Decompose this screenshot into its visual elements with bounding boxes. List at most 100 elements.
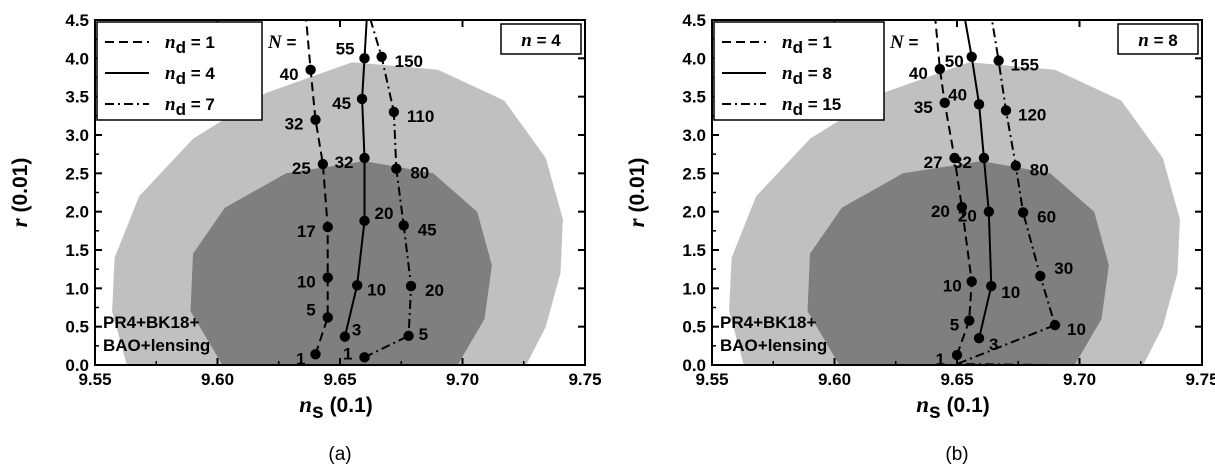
x-tick-label: 9.60 [818,370,851,389]
contour-1sigma [807,161,1109,365]
data-point [356,93,368,105]
contour-1sigma [190,161,492,365]
y-tick-label: 4.0 [682,49,706,68]
N-label: N = [267,32,296,53]
param-label: n = 4 [521,30,561,51]
data-point [322,312,333,323]
data-point [322,221,333,233]
data-point [949,152,960,164]
y-tick-label: 0.0 [65,356,89,375]
y-tick-label: 2.0 [682,203,706,222]
y-tick-label: 1.5 [682,241,706,260]
x-tick-label: 9.75 [568,370,601,389]
y-tick-label: 2.5 [65,164,89,183]
data-point [973,99,985,110]
data-point [376,51,387,62]
y-tick-label: 2.0 [65,203,89,222]
data-label: 5 [419,325,428,344]
data-label: 150 [395,52,423,71]
series-line [305,20,329,355]
y-tick-label: 2.5 [682,164,706,183]
data-point [359,53,370,64]
data-point [388,106,400,118]
data-point [351,280,363,291]
contours [112,62,563,365]
data-label: 80 [1030,161,1049,180]
data-label: 1 [343,344,352,363]
data-label: 80 [410,164,429,183]
data-label: 40 [280,65,299,84]
x-tick-label: 9.55 [695,370,728,389]
y-tick-label: 3.0 [682,126,706,145]
dataset-label: PR4+BK18+ [103,313,199,332]
x-tick-label: 9.65 [940,370,973,389]
legend-entry: nd = 1 [782,32,832,57]
data-point [966,51,977,62]
series-n-d-4: 3 10 20 32 45 55 [332,20,393,342]
data-label: 10 [943,276,962,295]
y-tick-label: 3.5 [682,88,706,107]
data-point [964,315,975,326]
data-label: 32 [335,153,354,172]
data-label: 10 [297,273,316,292]
data-label: 55 [336,39,355,58]
data-label: 25 [292,159,311,178]
data-point [391,163,402,174]
data-point [934,63,946,75]
data-point [305,64,316,76]
chart-panel-a: 1 5 10 17 25 32 40 3 10 20 32 45 55 1 5 20 45 80 110 150 9.5… [7,11,602,465]
x-axis-label: ns (0.1) [299,392,373,423]
series-n-d-1: 15 10 20 27 35 40 [909,20,977,369]
legend-entry: nd = 1 [165,32,215,57]
data-point [1035,270,1046,282]
data-label: 5 [306,300,315,319]
data-label: 20 [375,204,394,223]
series-n-d-7: 1 5 20 45 80 110 150 [343,20,444,363]
data-label: 20 [931,202,950,221]
legend-entry: nd = 4 [165,63,215,88]
data-label: 120 [1018,105,1046,124]
data-label: 35 [914,98,933,117]
series-n-d-1: 1 5 10 17 25 32 40 [280,20,333,368]
dataset-label: BAO+lensing [720,336,827,355]
data-point [398,220,409,231]
x-axis-label: ns (0.1) [916,392,990,423]
data-point [951,349,963,361]
x-tick-label: 9.65 [323,370,356,389]
series-n-d-15: 10 30 60 80 120 155 [956,20,1086,365]
data-point [956,201,968,213]
data-label: 110 [407,107,434,126]
data-point [978,152,990,164]
data-label: 20 [958,207,977,226]
legend-entry: nd = 15 [782,94,841,119]
y-tick-label: 4.5 [682,11,706,30]
param-box [1117,23,1199,55]
data-label: 17 [297,222,316,241]
y-tick-label: 3.0 [65,126,89,145]
data-point [983,206,995,217]
y-tick-label: 1.0 [682,279,706,298]
data-point [310,349,321,360]
data-label: 3 [989,335,998,354]
data-label: 1 [936,350,945,369]
data-point [993,55,1004,66]
data-point [339,331,351,342]
y-tick-label: 0.0 [682,356,706,375]
data-point [1010,160,1021,171]
data-point [359,215,370,227]
data-point [359,152,370,164]
y-tick-label: 4.5 [65,11,89,30]
y-tick-label: 1.5 [65,241,89,260]
data-label: 10 [1067,320,1086,339]
series-n-d-8: 3 10 20 32 40 50 [945,20,1020,354]
y-axis-label: r (0.01) [7,158,32,228]
legend-entry: nd = 8 [782,63,832,88]
y-tick-label: 0.5 [682,318,706,337]
data-label: 155 [1011,56,1039,75]
param-box [500,23,582,55]
legend: nd = 1 nd = 4 nd = 7 [96,21,263,121]
data-point [973,332,985,344]
panel-caption: (b) [945,444,968,465]
data-label: 5 [950,316,959,335]
data-label: 30 [1054,259,1073,278]
